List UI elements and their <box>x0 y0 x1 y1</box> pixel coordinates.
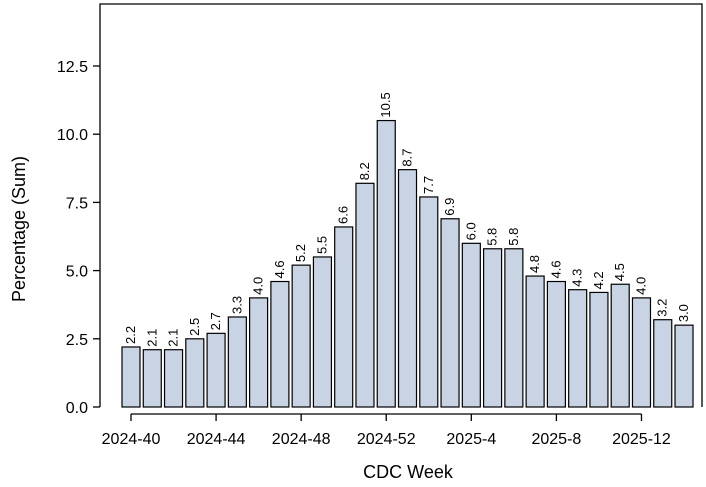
bar-value-label: 4.6 <box>272 260 287 278</box>
y-tick-label: 0.0 <box>66 400 88 417</box>
bar-value-label: 7.7 <box>421 176 436 194</box>
x-tick-label: 2025-12 <box>612 431 671 448</box>
bar <box>291 264 311 408</box>
bar-value-label: 5.8 <box>485 228 500 246</box>
bar-value-label: 6.6 <box>336 206 351 224</box>
bars <box>121 119 694 408</box>
bar-value-label: 5.2 <box>293 244 308 262</box>
bar <box>206 332 226 408</box>
bar-value-label: 10.5 <box>378 92 393 117</box>
bar-value-label: 6.0 <box>463 222 478 240</box>
x-tick-label: 2024-40 <box>102 431 161 448</box>
bar-value-label: 2.5 <box>187 318 202 336</box>
y-axis-label: Percentage (Sum) <box>9 156 29 302</box>
bar <box>461 242 481 408</box>
bar <box>631 297 652 408</box>
bar <box>653 319 673 408</box>
bar <box>504 248 524 408</box>
bar <box>376 119 396 408</box>
bar-value-label: 4.3 <box>570 269 585 287</box>
bar <box>163 349 184 408</box>
bar-value-label: 2.1 <box>166 329 181 347</box>
bar <box>121 346 141 408</box>
y-tick-label: 5.0 <box>66 264 88 281</box>
bar-value-label: 4.0 <box>633 277 648 295</box>
x-tick-label: 2025-4 <box>446 431 496 448</box>
bar-value-label: 8.2 <box>357 162 372 180</box>
bar <box>185 338 205 408</box>
bar <box>142 349 162 408</box>
bar-value-label: 6.9 <box>442 198 457 216</box>
bar <box>440 218 460 408</box>
bar-value-label: 5.5 <box>314 236 329 254</box>
bar <box>227 316 247 408</box>
x-axis-label: CDC Week <box>363 462 454 482</box>
bar <box>419 196 439 408</box>
bar <box>568 289 588 408</box>
bar-value-label: 4.2 <box>591 271 606 289</box>
plot-frame <box>99 3 703 407</box>
bar <box>312 256 333 408</box>
y-tick-label: 12.5 <box>57 59 88 76</box>
bar-value-label: 4.6 <box>548 260 563 278</box>
bar-labels: 2.2 2.1 2.1 2.5 2.7 3.3 4.0 4.6 5.2 5.5 6.6 8.2 10.5… <box>123 92 691 346</box>
bar-value-label: 2.7 <box>208 312 223 330</box>
bar-value-label: 3.0 <box>676 304 691 322</box>
axes: 0.0 2.5 5.0 7.5 10.0 12.5 2024-40 2024-44 2024-4… <box>57 3 703 448</box>
bar-value-label: 4.8 <box>527 255 542 273</box>
y-tick-label: 2.5 <box>66 332 88 349</box>
bar <box>397 169 418 408</box>
bar-value-label: 4.5 <box>612 263 627 281</box>
y-tick-label: 10.0 <box>57 127 88 144</box>
x-tick-label: 2024-52 <box>357 431 416 448</box>
bar <box>546 280 567 408</box>
bar <box>249 297 269 408</box>
bar-value-label: 3.3 <box>229 296 244 314</box>
x-tick-label: 2024-44 <box>187 431 246 448</box>
x-tick-label: 2024-48 <box>272 431 331 448</box>
bar-value-label: 2.2 <box>123 326 138 344</box>
bar-value-label: 8.7 <box>400 149 415 167</box>
bar <box>674 324 694 408</box>
bar <box>525 275 545 408</box>
bar <box>355 182 375 408</box>
bar <box>610 283 630 408</box>
y-tick-label: 7.5 <box>66 195 88 212</box>
bar <box>482 248 503 408</box>
bar-value-label: 4.0 <box>251 277 266 295</box>
bar-value-label: 5.8 <box>506 228 521 246</box>
bar-value-label: 2.1 <box>144 329 159 347</box>
bar <box>270 280 290 408</box>
bar <box>589 291 609 408</box>
bar <box>334 226 354 408</box>
bar-value-label: 3.2 <box>655 299 670 317</box>
x-tick-label: 2025-8 <box>531 431 581 448</box>
